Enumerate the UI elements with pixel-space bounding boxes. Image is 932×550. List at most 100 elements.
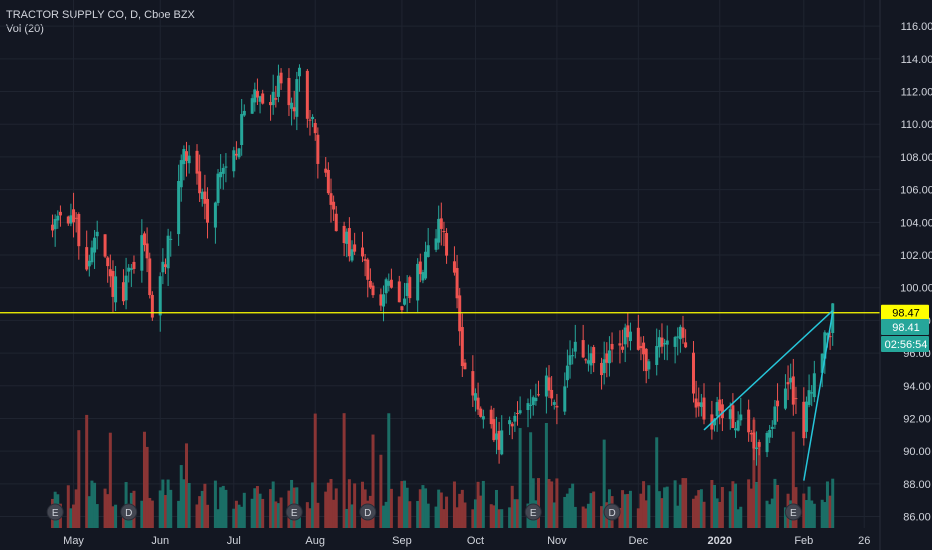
volume-bar [418,489,422,528]
earnings-marker[interactable] [285,503,303,521]
price-tick-label: 94.00 [903,381,931,393]
volume-bar [463,502,467,528]
volume-bar [791,431,795,528]
volume-bar [481,480,485,528]
candle-body [783,388,787,409]
candle-body [439,218,443,229]
candle-body [66,216,70,224]
volume-bar [403,480,407,528]
candle-body [206,198,210,223]
volume-bar [747,479,751,528]
dividend-marker[interactable] [120,503,138,521]
volume-bar [400,481,404,528]
candle-body [368,280,372,288]
candle-body [169,238,173,240]
trendline[interactable] [803,312,834,481]
volume-bar [571,483,575,528]
candle-body [258,96,262,102]
candle-body [271,91,275,106]
price-tick-label: 102.00 [900,250,932,262]
volume-bar [195,504,199,528]
candle-body [53,219,57,230]
time-tick-label: Dec [629,535,649,547]
candle-body [279,72,283,84]
volume-bar [150,500,154,528]
volume-bar [455,507,459,528]
candle-body [103,234,107,257]
volume-bar [757,442,761,528]
candle-body [565,365,569,381]
candle-body [728,409,732,420]
candle-body [768,429,772,438]
volume-bar [828,495,832,528]
price-tick-label: 86.00 [903,512,931,524]
candle-body [405,283,409,296]
volume-bar [665,486,669,528]
candle-body [720,404,724,419]
candle-body [347,228,351,257]
volume-bar [739,506,743,528]
candle-body [550,389,554,399]
candle-body [195,150,199,174]
volume-bar [825,481,829,528]
earnings-marker[interactable] [46,503,64,521]
candle-body [673,337,677,347]
candle-body [657,337,661,348]
volume-bar [332,499,336,528]
candle-body [387,281,391,286]
volume-bar [421,485,425,528]
candle-body [379,294,383,306]
earnings-marker[interactable] [784,503,802,521]
event-marker-label: E [291,508,298,519]
last-price-badge [881,319,929,335]
candle-body [755,447,759,449]
price-tick-label: 90.00 [903,446,931,458]
candle-body [678,326,682,340]
volume-bar [250,498,254,528]
volume-bar [529,432,533,528]
candle-body [221,167,225,174]
volume-bar [140,500,144,528]
candle-body [329,193,333,205]
volume-bar [324,491,328,528]
dividend-marker[interactable] [359,503,377,521]
volume-bar [823,502,827,528]
time-tick-label: Nov [547,535,567,547]
earnings-marker[interactable] [524,503,542,521]
volume-bar [103,488,107,528]
candle-body [518,410,522,414]
volume-bar [497,509,501,528]
volume-bar [316,502,320,528]
candle-body [200,191,204,200]
candle-body [269,102,273,106]
candle-body [749,433,753,435]
candle-body [216,173,220,203]
candle-body [442,231,446,233]
volume-bar [179,465,183,528]
candle-body [628,331,632,342]
volume-bar [439,492,443,528]
candle-body [831,303,835,333]
candle-body [802,401,806,439]
candle-body [828,336,832,338]
dividend-marker[interactable] [603,503,621,521]
trendline[interactable] [703,310,834,431]
candle-body [607,350,611,364]
volume-bar [276,503,280,528]
volume-bar [240,506,244,528]
candle-body [308,119,312,121]
volume-bar [544,423,548,528]
volume-bar [734,483,738,528]
candle-body [161,261,165,273]
candle-body [108,269,112,277]
time-tick-label: Jul [227,535,241,547]
candle-body [361,247,365,257]
volume-bar [681,478,685,528]
candle-body [476,397,480,410]
candle-body [489,409,493,425]
candle-body [804,401,808,432]
time-tick-label: Jun [151,535,169,547]
candle-body [715,402,719,417]
volume-bar [699,489,703,528]
